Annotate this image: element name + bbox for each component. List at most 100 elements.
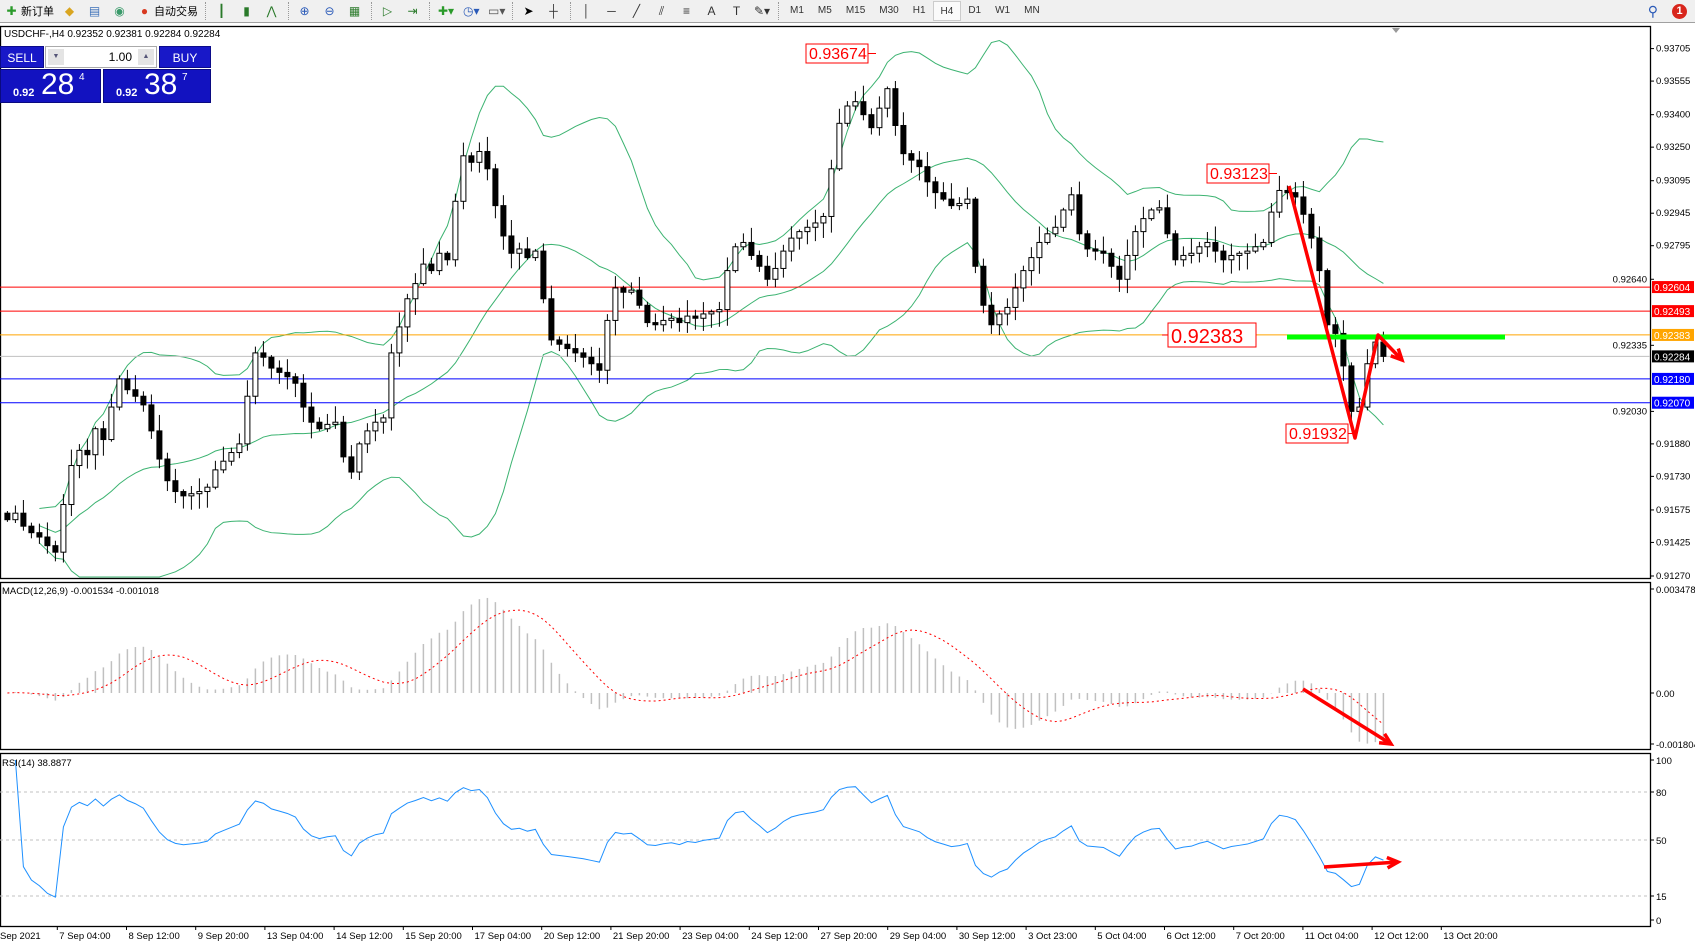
zoom-out-icon: ⊖ (324, 3, 335, 18)
periods-button[interactable]: ◷▾ (459, 1, 484, 21)
chart-shift-button[interactable]: ⇥ (401, 1, 426, 21)
candle (1332, 317, 1339, 348)
candle (292, 373, 299, 398)
price-tag (1652, 281, 1694, 294)
buy-price-big: 38 (144, 68, 178, 101)
lot-decrease-icon[interactable]: ▼ (48, 49, 64, 65)
candle-body (276, 367, 283, 373)
candle (116, 375, 123, 411)
market-watch-button[interactable]: ◆ (58, 1, 83, 21)
sell-quote[interactable]: 0.92 28 4 (0, 68, 101, 103)
timeframe-m1[interactable]: M1 (790, 5, 804, 16)
tile-windows-button[interactable]: ▦ (343, 1, 368, 21)
candle-body (1348, 365, 1355, 412)
lot-increase-icon[interactable]: ▲ (138, 49, 154, 65)
toolbar-separator (205, 2, 207, 20)
crosshair-button[interactable]: ┼ (542, 1, 567, 21)
arrows-button[interactable]: ✎▾ (750, 1, 775, 21)
candle-body (1172, 233, 1179, 261)
timeframe-m5[interactable]: M5 (817, 5, 832, 16)
candle (44, 522, 51, 554)
auto-trading-button[interactable]: ● 自动交易 (133, 1, 202, 21)
candle (1276, 175, 1283, 218)
candle-body (884, 88, 891, 109)
candle (756, 250, 763, 272)
data-window-icon: ▤ (88, 3, 101, 18)
sell-button[interactable]: SELL (0, 46, 44, 68)
candle-body (708, 311, 715, 315)
candle-body (108, 406, 115, 441)
candle (1156, 200, 1163, 214)
candlestick-button[interactable]: ▮ (235, 1, 260, 21)
candle (788, 226, 795, 262)
signal-button[interactable]: ◉ (108, 1, 133, 21)
candle-body (380, 417, 387, 423)
timeframe-d1[interactable]: D1 (968, 5, 982, 16)
text-label-button[interactable]: T (725, 1, 750, 21)
macd-label: MACD(12,26,9) -0.001534 -0.001018 (2, 586, 159, 597)
candle (1220, 244, 1227, 273)
data-window-button[interactable]: ▤ (83, 1, 108, 21)
line-chart-button[interactable]: ⋀ (260, 1, 285, 21)
line-chart-icon: ⋀ (266, 3, 277, 18)
price-tag-label: 0.92284 (1654, 352, 1691, 363)
candle (76, 444, 83, 479)
timeframe-mn[interactable]: MN (1024, 5, 1040, 16)
timeframe-h4[interactable]: H4 (932, 1, 962, 21)
candle-body (140, 395, 147, 406)
candle (148, 394, 155, 439)
search-icon[interactable]: ⚲ (1647, 2, 1658, 19)
text-button[interactable]: A (700, 1, 725, 21)
timeframe-m15[interactable]: M15 (845, 5, 866, 16)
rsi-arrow-head (1386, 855, 1403, 870)
candle-body (476, 150, 483, 163)
candle-body (1100, 250, 1107, 254)
templates-button[interactable]: ▭▾ (484, 1, 509, 21)
candle (444, 251, 451, 266)
lot-value: 1.00 (108, 50, 132, 64)
notification-badge[interactable]: 1 (1672, 3, 1687, 19)
rsi-tick-label: 80 (1656, 788, 1667, 799)
candle-body (676, 317, 683, 324)
zoom-in-button[interactable]: ⊕ (293, 1, 318, 21)
candle-body (388, 352, 395, 419)
timeframe-m30[interactable]: M30 (879, 5, 899, 16)
buy-price-prefix: 0.92 (116, 87, 138, 99)
buy-quote[interactable]: 0.92 38 7 (103, 68, 211, 103)
time-label: 20 Sep 12:00 (544, 931, 601, 942)
templates-icon: ▭▾ (488, 3, 506, 18)
time-label: 3 Oct 23:00 (1028, 931, 1077, 942)
candle (596, 347, 603, 383)
candle (660, 305, 667, 332)
candle-body (1268, 211, 1275, 243)
fibonacci-button[interactable]: ≡ (675, 1, 700, 21)
macd-panel (0, 581, 1652, 751)
trendline-button[interactable]: ╱ (625, 1, 650, 21)
candle (980, 258, 987, 314)
price-tick-label: 0.93250 (1656, 142, 1690, 153)
indicators-button[interactable]: ✚▾ (434, 1, 459, 21)
lot-size-input[interactable]: ▼ 1.00 ▲ (45, 46, 157, 68)
equidistant-channel-button[interactable]: ⫽ (650, 1, 675, 21)
candle (284, 359, 291, 390)
candle (764, 255, 771, 287)
candle (564, 335, 571, 357)
vertical-line-button[interactable]: │ (575, 1, 600, 21)
buy-button[interactable]: BUY (159, 46, 211, 68)
cursor-button[interactable]: ➤ (517, 1, 542, 21)
horizontal-line-button[interactable]: ─ (600, 1, 625, 21)
price-tick-label: 0.92335 (1613, 340, 1647, 351)
zoom-out-button[interactable]: ⊖ (318, 1, 343, 21)
candle-body (812, 222, 819, 228)
timeframe-h1[interactable]: H1 (912, 5, 926, 16)
candle (324, 413, 331, 433)
new-order-button[interactable]: ✚ 新订单 (0, 1, 58, 21)
candle-body (596, 363, 603, 371)
candle (748, 227, 755, 260)
candle-body (1340, 332, 1347, 367)
timeframe-w1[interactable]: W1 (995, 5, 1011, 16)
bar-chart-button[interactable]: ┃ (210, 1, 235, 21)
autoscroll-button[interactable]: ▷ (376, 1, 401, 21)
toolbar-separator (371, 2, 373, 20)
